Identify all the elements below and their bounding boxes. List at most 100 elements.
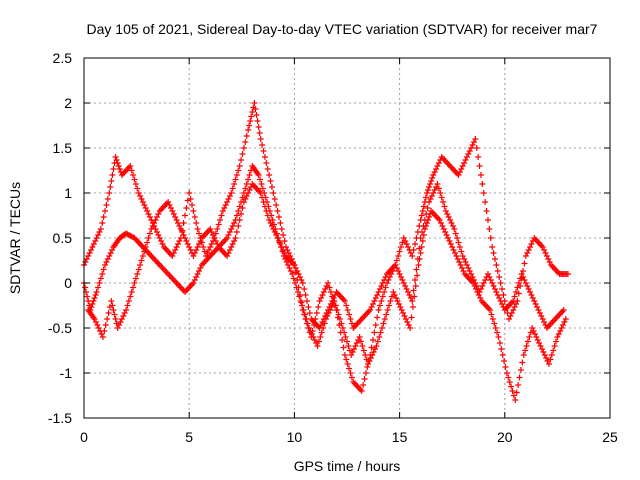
data-point: [102, 262, 109, 268]
data-point: [124, 302, 131, 309]
data-point: [138, 196, 145, 202]
data-point: [273, 202, 280, 208]
data-point: [325, 280, 332, 286]
data-point: [372, 295, 379, 301]
data-point: [424, 205, 431, 211]
data-point: [412, 277, 419, 283]
data-point: [103, 202, 110, 208]
data-point: [383, 311, 390, 318]
data-point: [465, 265, 472, 271]
data-point: [397, 304, 404, 310]
data-point: [102, 322, 109, 328]
data-point: [509, 388, 516, 394]
data-point: [525, 286, 532, 292]
data-point: [132, 275, 139, 282]
data-point: [336, 316, 343, 322]
data-point: [344, 338, 350, 345]
data-point: [447, 217, 454, 223]
data-point: [138, 257, 145, 264]
data-point: [555, 331, 562, 337]
data-point: [494, 292, 501, 298]
data-point: [371, 329, 378, 336]
data-point: [260, 148, 267, 154]
data-point: [368, 304, 375, 310]
data-point: [412, 283, 419, 289]
data-point: [248, 113, 255, 120]
data-point: [535, 307, 542, 313]
data-point: [550, 347, 557, 354]
data-point: [95, 232, 102, 238]
data-point: [193, 247, 200, 253]
data-point: [173, 217, 180, 223]
data-point: [219, 208, 226, 214]
data-point: [459, 163, 466, 169]
data-point: [562, 316, 569, 322]
data-point: [239, 151, 246, 157]
data-point: [120, 313, 127, 319]
data-point: [173, 244, 180, 250]
data-point: [335, 311, 342, 318]
series-track-1: [81, 100, 571, 394]
data-point: [306, 310, 313, 316]
data-point: [395, 253, 402, 259]
data-point: [454, 235, 461, 241]
data-point: [260, 199, 267, 205]
data-point: [508, 310, 515, 316]
data-point: [538, 313, 545, 319]
data-point: [440, 199, 447, 205]
data-point: [233, 212, 240, 219]
y-tick-label: -0.5: [48, 320, 72, 336]
data-point: [141, 202, 148, 208]
data-point: [96, 229, 103, 235]
data-point: [91, 295, 98, 301]
data-point: [413, 266, 420, 273]
chart-title: Day 105 of 2021, Sidereal Day-to-day VTE…: [87, 21, 598, 37]
data-point: [231, 181, 238, 187]
data-point: [110, 307, 117, 313]
data-point: [104, 256, 111, 262]
data-point: [493, 289, 500, 295]
data-point: [552, 338, 559, 345]
data-point: [543, 253, 550, 259]
data-point: [430, 190, 437, 196]
data-point: [442, 229, 449, 235]
data-point: [292, 280, 299, 286]
data-point: [212, 238, 219, 244]
data-point: [496, 295, 503, 301]
data-point: [463, 154, 470, 160]
data-point: [103, 259, 110, 265]
data-point: [531, 298, 538, 304]
data-point: [224, 199, 231, 205]
data-point: [346, 365, 353, 372]
data-point: [381, 289, 388, 295]
y-tick-label: -1.5: [48, 410, 72, 426]
data-point: [358, 338, 365, 345]
data-point: [457, 262, 464, 268]
data-point: [286, 265, 293, 271]
data-point: [145, 211, 152, 217]
data-point: [334, 307, 341, 313]
data-point: [245, 190, 252, 196]
data-point: [515, 382, 522, 388]
data-point: [259, 185, 266, 192]
data-point: [184, 241, 191, 247]
data-point: [398, 244, 405, 250]
data-point: [111, 311, 118, 318]
data-point: [492, 325, 499, 331]
data-point: [541, 352, 548, 358]
data-point: [434, 181, 441, 187]
data-point: [372, 322, 379, 328]
data-point: [433, 166, 440, 172]
data-point: [339, 337, 346, 343]
data-point: [422, 194, 429, 201]
data-point: [152, 217, 159, 223]
data-point: [236, 217, 243, 223]
data-point: [271, 196, 278, 202]
data-point: [477, 172, 484, 178]
data-point: [240, 199, 247, 205]
data-point: [524, 338, 531, 345]
data-point: [405, 244, 412, 250]
data-point: [500, 292, 507, 298]
data-point: [327, 289, 334, 295]
